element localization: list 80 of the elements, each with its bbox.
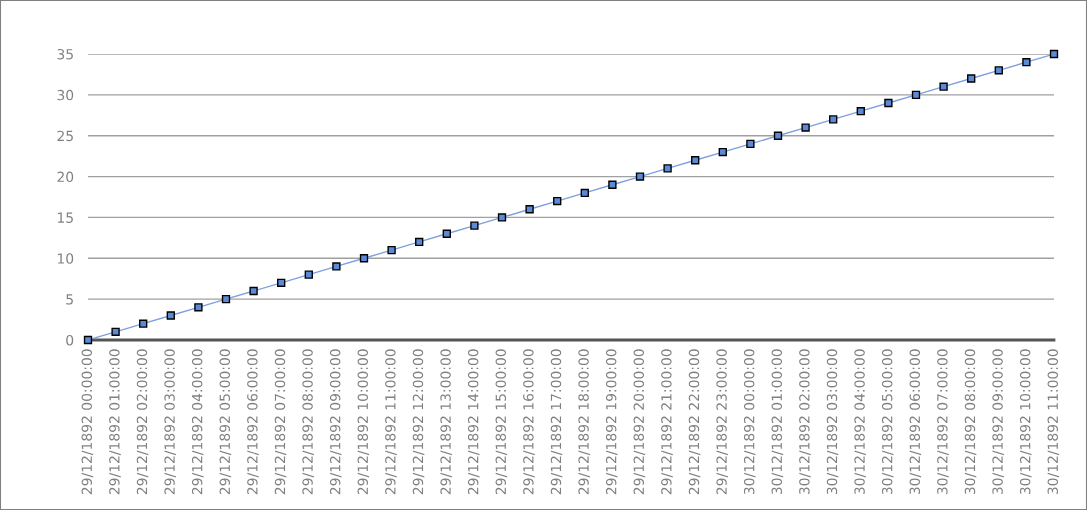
point [994,66,1003,75]
x-tick-label: 29/12/1892 08:00:00 [302,349,314,495]
x-tick-label: 29/12/1892 06:00:00 [247,349,259,495]
point [911,90,921,100]
point [111,327,120,336]
y-tick-label: 35 [57,48,73,60]
point [856,107,865,116]
y-tick-label: 30 [57,89,74,101]
point [359,254,369,263]
x-tick-label: 30/12/1892 09:00:00 [992,349,1004,495]
y-tick-label: 20 [57,171,74,183]
x-tick-label: 29/12/1892 01:00:00 [109,349,121,495]
x-tick-label: 29/12/1892 12:00:00 [412,349,425,495]
x-tick-label: 30/12/1892 02:00:00 [799,349,811,495]
x-tick-label: 30/12/1892 01:00:00 [771,349,784,495]
x-tick-label: 29/12/1892 07:00:00 [274,349,287,495]
point [691,156,700,165]
x-tick-label: 30/12/1892 10:00:00 [1019,349,1032,495]
x-tick-label: 29/12/1892 17:00:00 [550,349,563,495]
point [83,335,93,345]
point [497,213,507,222]
point [166,311,175,320]
x-tick-label: 29/12/1892 10:00:00 [357,349,370,495]
x-tick-label: 30/12/1892 03:00:00 [826,349,839,495]
point [194,303,203,312]
x-tick-label: 30/12/1892 07:00:00 [937,349,949,495]
x-tick-label: 29/12/1892 16:00:00 [523,349,535,495]
point [139,319,148,328]
point [525,205,534,214]
point [304,270,313,279]
point [442,229,451,238]
point [249,286,258,296]
point [967,74,976,83]
y-tick-label: 25 [57,130,73,142]
x-tick-label: 29/12/1892 11:00:00 [385,349,397,495]
point [746,139,755,149]
x-tick-label: 29/12/1892 05:00:00 [219,349,232,495]
x-tick-label: 29/12/1892 22:00:00 [688,349,701,495]
point [718,147,727,157]
point [580,188,589,198]
x-tick-label: 29/12/1892 20:00:00 [633,349,646,495]
point [470,221,479,230]
point [553,196,562,206]
point [829,115,838,124]
x-tick-label: 29/12/1892 04:00:00 [191,349,204,495]
x-tick-label: 30/12/1892 11:00:00 [1047,349,1060,495]
y-tick-label: 0 [66,334,74,346]
x-tick-label: 29/12/1892 19:00:00 [605,349,618,495]
point [635,172,645,181]
x-tick-label: 29/12/1892 14:00:00 [467,349,480,495]
point [1022,58,1031,67]
x-tick-label: 30/12/1892 05:00:00 [881,349,894,495]
point [332,262,341,271]
point [221,294,231,304]
x-tick-label: 30/12/1892 00:00:00 [743,349,756,495]
point [387,245,396,255]
x-tick-label: 29/12/1892 18:00:00 [578,349,590,495]
point [773,131,783,140]
x-tick-label: 30/12/1892 06:00:00 [909,349,922,495]
point [939,82,948,91]
y-tick-label: 5 [66,294,73,305]
x-tick-label: 30/12/1892 08:00:00 [964,349,977,495]
x-tick-label: 29/12/1892 13:00:00 [440,349,452,495]
point [663,164,672,173]
x-tick-label: 29/12/1892 09:00:00 [329,349,342,495]
point [1049,49,1059,59]
point [415,237,424,247]
point [277,278,286,287]
y-tick-label: 10 [57,253,74,264]
point [884,98,893,108]
x-tick-label: 29/12/1892 03:00:00 [164,349,176,495]
x-tick-label: 29/12/1892 02:00:00 [136,349,149,495]
x-tick-label: 30/12/1892 04:00:00 [854,349,866,495]
point [801,123,810,132]
point [608,180,617,189]
x-tick-label: 29/12/1892 15:00:00 [495,349,508,495]
x-tick-label: 29/12/1892 23:00:00 [716,349,728,495]
x-tick-label: 29/12/1892 00:00:00 [81,349,94,495]
x-tick-label: 29/12/1892 21:00:00 [661,349,673,495]
y-tick-label: 15 [57,212,73,223]
